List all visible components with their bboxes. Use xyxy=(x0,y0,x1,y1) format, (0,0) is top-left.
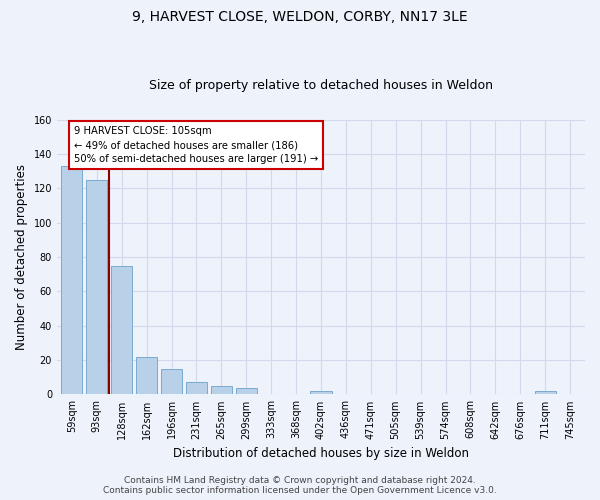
Bar xyxy=(86,180,107,394)
Title: Size of property relative to detached houses in Weldon: Size of property relative to detached ho… xyxy=(149,79,493,92)
Bar xyxy=(111,266,132,394)
Text: 9 HARVEST CLOSE: 105sqm
← 49% of detached houses are smaller (186)
50% of semi-d: 9 HARVEST CLOSE: 105sqm ← 49% of detache… xyxy=(74,126,318,164)
Bar xyxy=(186,382,207,394)
Bar xyxy=(310,391,332,394)
Bar xyxy=(236,388,257,394)
Bar xyxy=(535,391,556,394)
X-axis label: Distribution of detached houses by size in Weldon: Distribution of detached houses by size … xyxy=(173,447,469,460)
Y-axis label: Number of detached properties: Number of detached properties xyxy=(15,164,28,350)
Bar xyxy=(161,368,182,394)
Bar xyxy=(61,166,82,394)
Bar xyxy=(211,386,232,394)
Text: Contains HM Land Registry data © Crown copyright and database right 2024.
Contai: Contains HM Land Registry data © Crown c… xyxy=(103,476,497,495)
Bar xyxy=(136,356,157,395)
Text: 9, HARVEST CLOSE, WELDON, CORBY, NN17 3LE: 9, HARVEST CLOSE, WELDON, CORBY, NN17 3L… xyxy=(132,10,468,24)
